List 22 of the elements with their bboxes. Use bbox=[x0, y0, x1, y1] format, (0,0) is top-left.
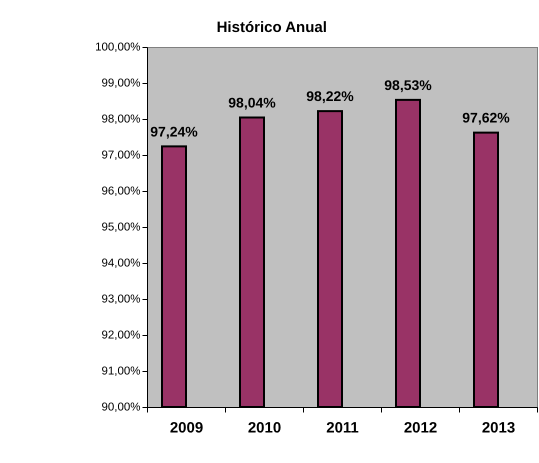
y-tick-label: 93,00% bbox=[101, 294, 140, 306]
data-label: 98,04% bbox=[228, 94, 276, 111]
data-label: 97,62% bbox=[462, 110, 510, 126]
y-tick-label: 97,00% bbox=[101, 150, 140, 162]
y-tick-label: 91,00% bbox=[101, 366, 140, 378]
y-tick-label: 99,00% bbox=[101, 78, 140, 90]
x-tick-label: 2011 bbox=[326, 420, 359, 436]
y-tick-label: 95,00% bbox=[101, 222, 140, 234]
x-tick-label: 2010 bbox=[248, 420, 282, 436]
y-tick-label: 92,00% bbox=[101, 330, 140, 342]
x-tick-label: 2012 bbox=[404, 420, 438, 436]
y-tick-label: 100,00% bbox=[95, 42, 140, 54]
y-tick-label: 96,00% bbox=[101, 186, 140, 198]
x-tick-label: 2013 bbox=[482, 420, 516, 436]
data-label: 98,22% bbox=[306, 88, 354, 104]
y-tick-label: 90,00% bbox=[101, 402, 140, 414]
y-tick-label: 94,00% bbox=[101, 258, 140, 270]
data-label: 98,53% bbox=[384, 76, 432, 93]
data-label: 97,24% bbox=[150, 123, 198, 140]
chart-title: Histórico Anual bbox=[216, 19, 327, 36]
y-tick-label: 98,00% bbox=[101, 114, 140, 126]
x-tick-label: 2009 bbox=[170, 420, 204, 436]
